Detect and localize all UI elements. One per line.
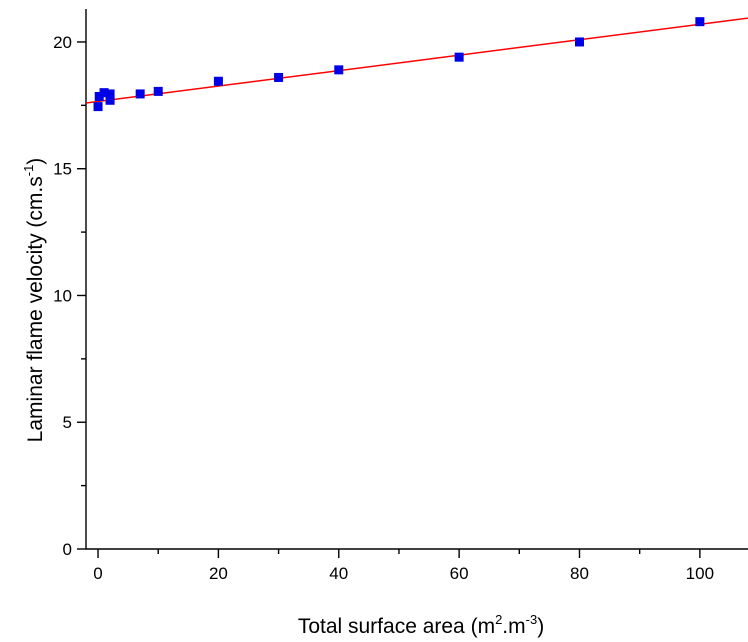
y-tick-label: 15 (53, 160, 72, 179)
y-tick-label: 0 (63, 540, 72, 559)
x-tick-label: 80 (570, 564, 589, 583)
data-point (695, 17, 705, 27)
fit-line-group (85, 17, 748, 104)
tick-labels: 0 20 40 60 80 100 0 5 10 15 20 (53, 33, 714, 583)
data-point (105, 89, 115, 99)
data-point (454, 52, 464, 62)
y-tick-label: 10 (53, 286, 72, 305)
data-point (93, 102, 103, 112)
y-tick-label: 5 (63, 413, 72, 432)
x-tick-label: 0 (93, 564, 102, 583)
x-tick-label: 20 (209, 564, 228, 583)
x-tick-label: 100 (686, 564, 714, 583)
y-axis-title: Laminar flame velocity (cm.s-1) (21, 158, 47, 443)
x-tick-label: 40 (329, 564, 348, 583)
data-point (334, 65, 344, 75)
axes (77, 9, 748, 558)
data-point (153, 86, 163, 96)
y-tick-label: 20 (53, 33, 72, 52)
data-point (213, 76, 223, 86)
fit-line (85, 17, 748, 104)
data-point (99, 88, 109, 98)
data-point (135, 89, 145, 99)
data-point (574, 37, 584, 47)
data-point (105, 95, 115, 105)
x-tick-label: 60 (450, 564, 469, 583)
data-points (93, 17, 705, 112)
x-axis-title: Total surface area (m2.m-3) (298, 612, 544, 638)
data-point (274, 72, 284, 82)
data-point (94, 91, 104, 101)
